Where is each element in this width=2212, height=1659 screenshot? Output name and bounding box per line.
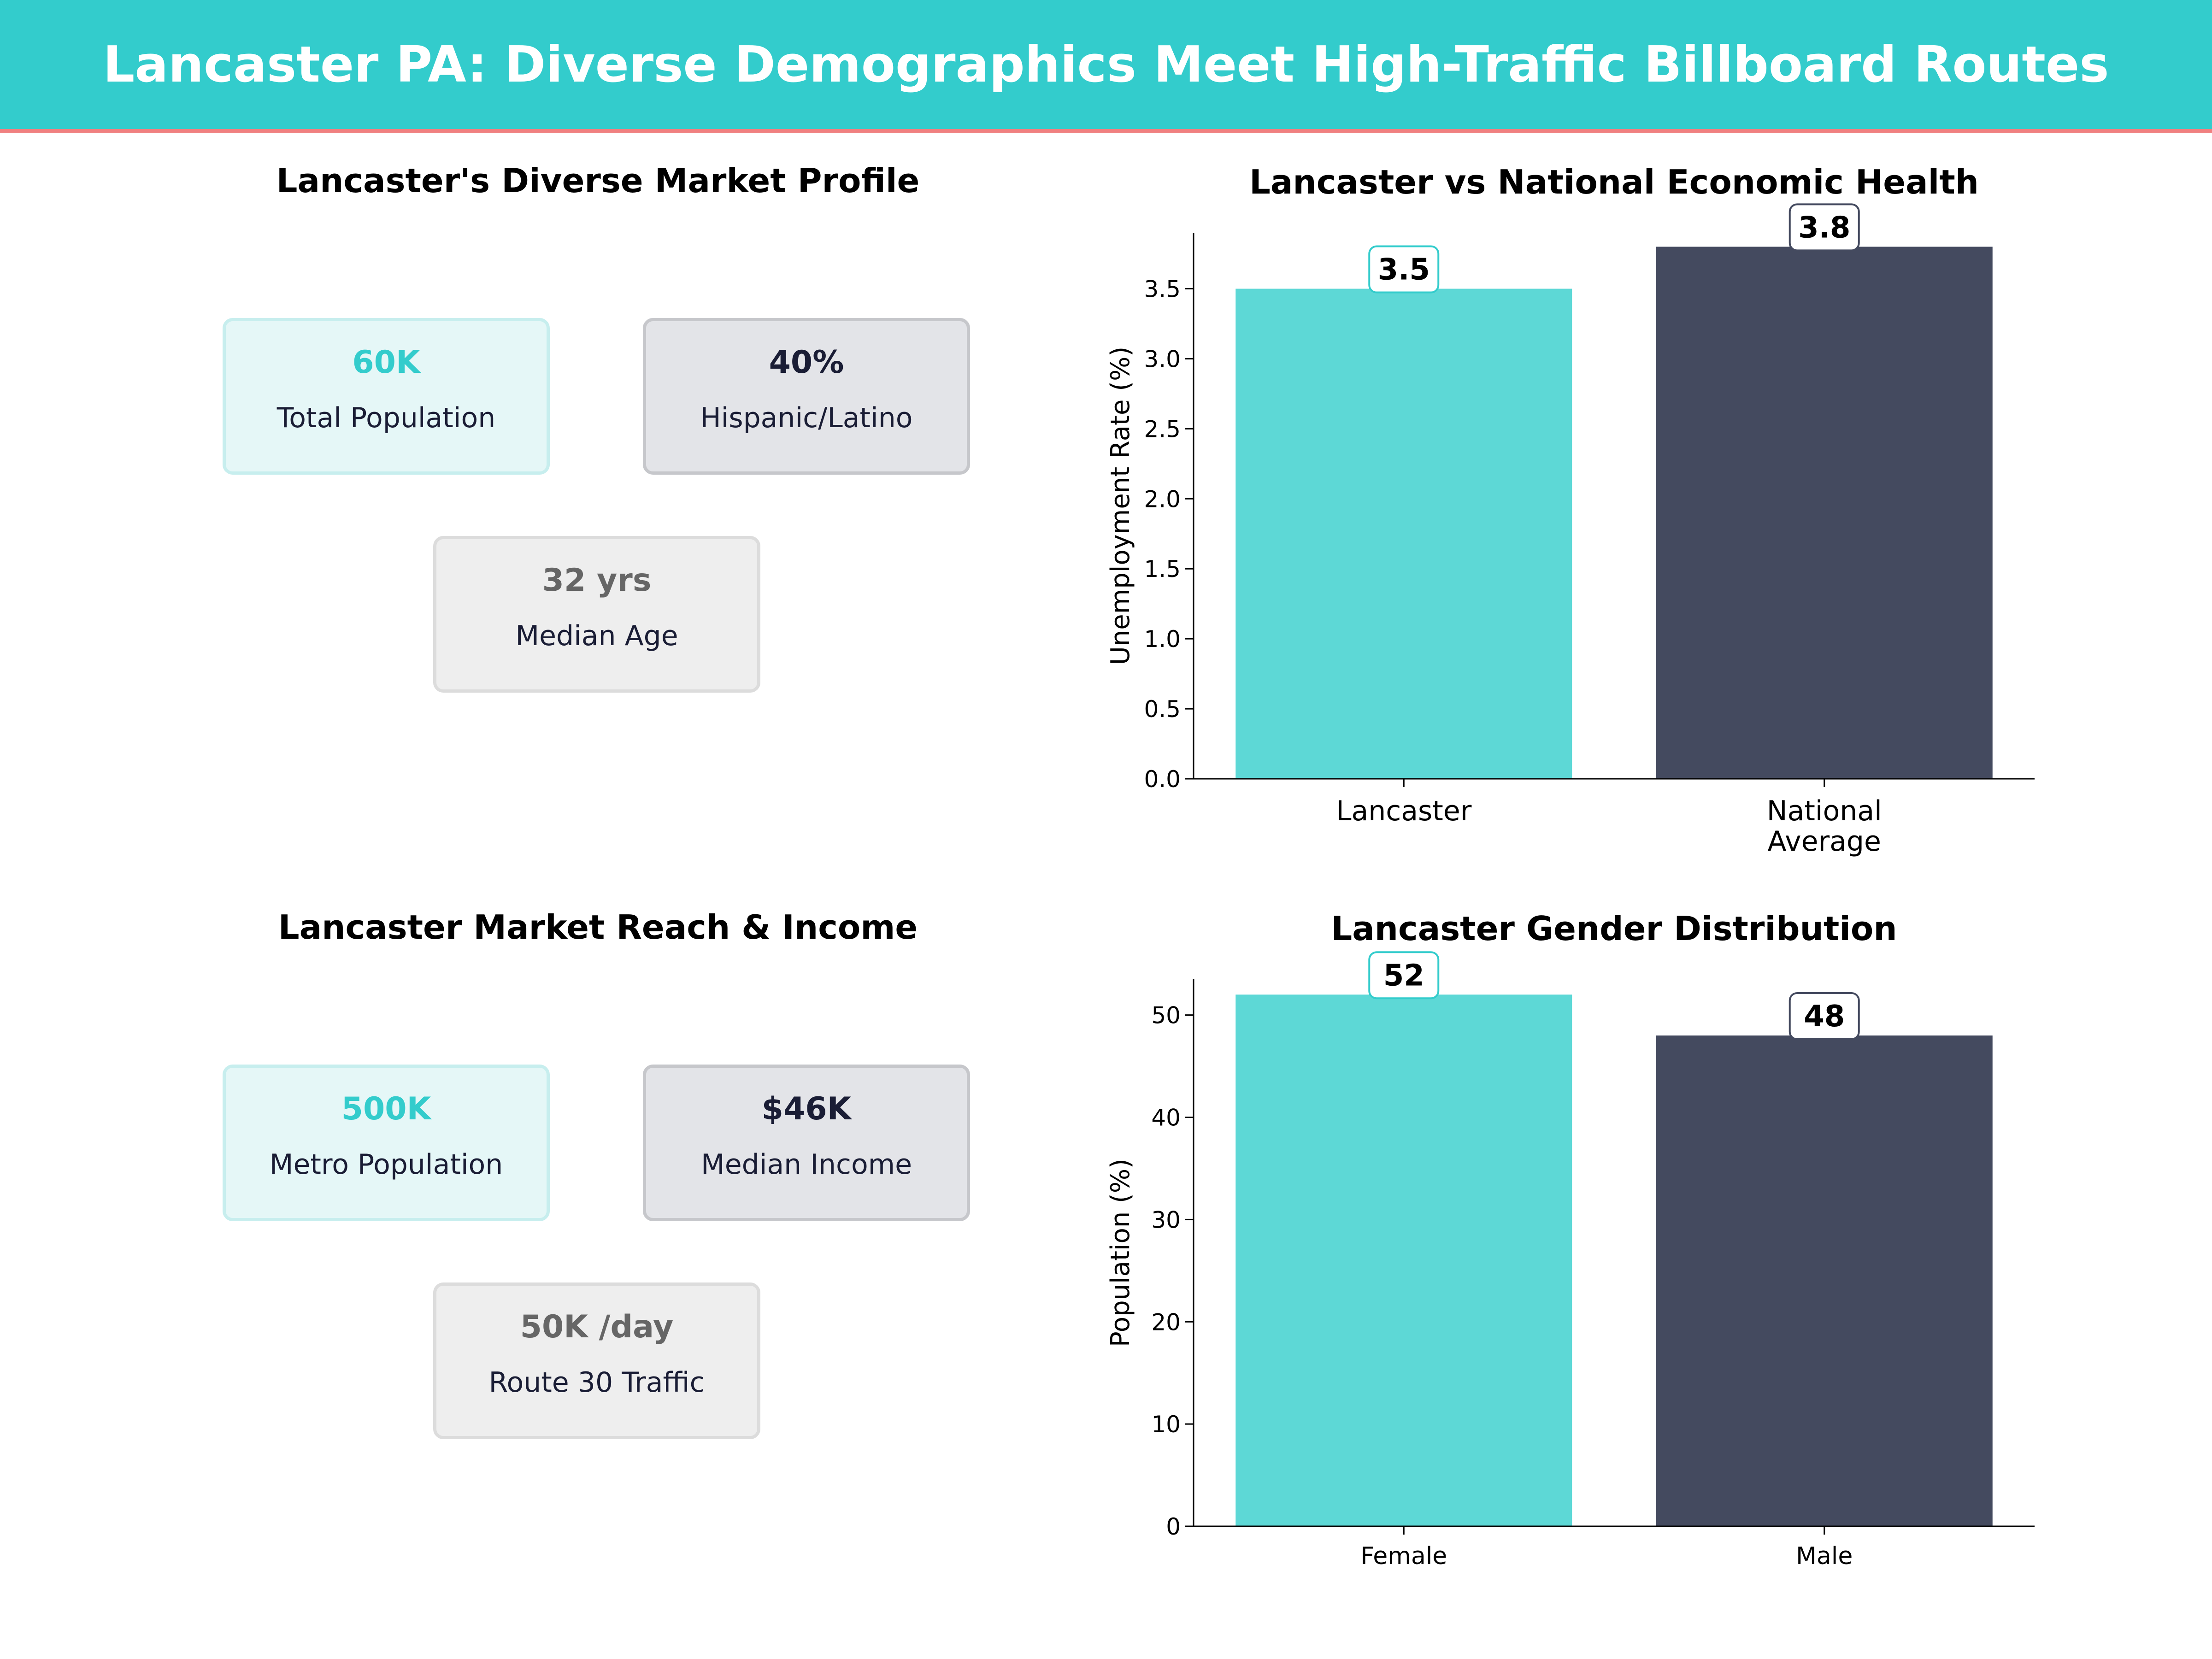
header-banner: Lancaster PA: Diverse Demographics Meet … [0, 0, 2212, 133]
stat-label: Metro Population [269, 1148, 503, 1181]
y-tick-label: 3.5 [1144, 276, 1181, 303]
stat-label: Median Income [700, 1148, 912, 1181]
y-axis-label: Population (%) [1106, 1159, 1135, 1347]
bar-national [1656, 247, 1993, 779]
x-tick-label-line: Female [1360, 1542, 1447, 1570]
x-tick-label-line: Lancaster [1336, 795, 1472, 827]
y-tick-label: 3.0 [1144, 346, 1181, 372]
chart-title: Lancaster Gender Distribution [1331, 909, 1897, 948]
y-tick-label: 40 [1151, 1105, 1181, 1131]
x-tick-label: Lancaster [1336, 795, 1472, 827]
stat-value: 500K [341, 1091, 431, 1127]
stat-card-median-income: $46K Median Income [643, 1065, 970, 1221]
y-tick-label: 1.0 [1144, 626, 1181, 653]
data-label-box [1368, 951, 1440, 1000]
y-axis-label: Unemployment Rate (%) [1106, 347, 1135, 665]
stat-label: Median Age [515, 620, 678, 652]
y-tick-label: 2.5 [1144, 416, 1181, 442]
stat-value: $46K [761, 1091, 852, 1127]
y-tick-label: 0.5 [1144, 696, 1181, 723]
stat-value: 32 yrs [542, 562, 652, 599]
x-tick-label: National Average [1767, 795, 1882, 858]
y-tick-label: 2.0 [1144, 486, 1181, 512]
y-tick-label: 0 [1166, 1513, 1181, 1540]
y-tick-label: 20 [1151, 1309, 1181, 1335]
data-label: 48 [1804, 1000, 1845, 1034]
chart-title: Lancaster vs National Economic Health [1249, 163, 1979, 201]
stat-card-total-population: 60K Total Population [223, 318, 550, 475]
stat-card-median-age: 32 yrs Median Age [433, 536, 760, 693]
data-label: 3.5 [1378, 253, 1430, 287]
data-label: 3.8 [1798, 211, 1850, 245]
bar-lancaster [1235, 288, 1572, 779]
stat-value: 60K [352, 344, 420, 381]
stat-card-route-30-traffic: 50K /day Route 30 Traffic [433, 1282, 760, 1439]
page-title: Lancaster PA: Diverse Demographics Meet … [103, 35, 2109, 94]
x-tick-label-line: Average [1768, 825, 1881, 858]
bar-male [1656, 1035, 1993, 1526]
stat-card-metro-population: 500K Metro Population [223, 1065, 550, 1221]
y-tick-label: 50 [1151, 1002, 1181, 1029]
y-tick-label: 10 [1151, 1411, 1181, 1438]
profile-panel-title: Lancaster's Diverse Market Profile [276, 161, 920, 200]
x-tick-label-line: National [1767, 795, 1882, 827]
data-label-box [1788, 203, 1860, 252]
stat-label: Total Population [276, 402, 496, 434]
data-label: 52 [1383, 959, 1424, 993]
y-tick-label: 1.5 [1144, 556, 1181, 582]
stat-card-hispanic-latino: 40% Hispanic/Latino [643, 318, 970, 475]
bar-female [1235, 994, 1572, 1526]
x-tick-label: Male [1796, 1542, 1853, 1570]
stat-value: 50K /day [520, 1309, 674, 1345]
stat-value: 40% [769, 344, 844, 381]
data-label-box [1788, 992, 1860, 1041]
data-label-box [1368, 245, 1440, 294]
stat-label: Route 30 Traffic [488, 1366, 705, 1399]
stat-label: Hispanic/Latino [700, 402, 913, 434]
x-tick-label-line: Male [1796, 1542, 1853, 1570]
y-tick-label: 30 [1151, 1206, 1181, 1233]
x-tick-label: Female [1360, 1542, 1447, 1570]
reach-panel-title: Lancaster Market Reach & Income [278, 908, 918, 947]
y-tick-label: 0.0 [1144, 766, 1181, 793]
